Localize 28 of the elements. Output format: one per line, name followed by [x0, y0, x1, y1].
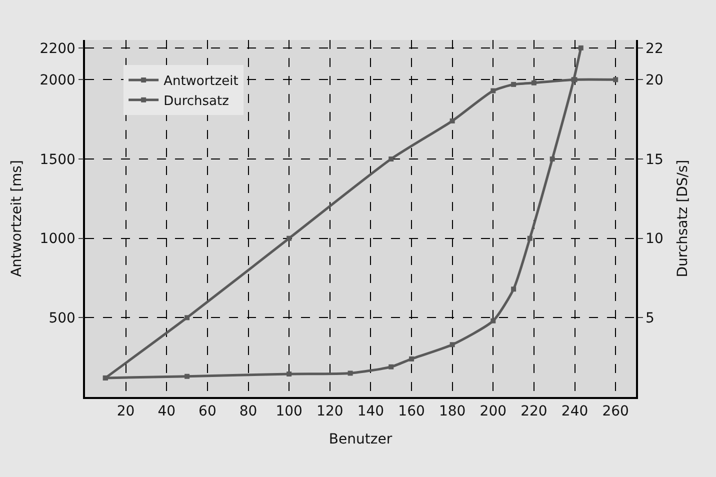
legend-label: Antwortzeit	[164, 74, 238, 90]
y2-axis-title: Durchsatz [DS/s]	[675, 160, 692, 278]
y2-tick-label: 20	[646, 72, 664, 89]
y-tick-label: 500	[48, 310, 76, 327]
y-tick-label: 2000	[40, 72, 76, 89]
x-tick-label: 40	[158, 404, 176, 420]
x-tick-label: 100	[276, 404, 302, 420]
x-tick-label: 240	[561, 404, 588, 420]
x-tick-label: 260	[602, 404, 629, 420]
x-tick-label: 180	[438, 404, 466, 420]
y-tick-label: 1500	[40, 152, 76, 168]
y2-tick-label: 10	[646, 231, 664, 248]
x-tick-label: 60	[198, 404, 216, 420]
x-axis-title: Benutzer	[328, 431, 392, 448]
y-axis-title: Antwortzeit [ms]	[8, 160, 25, 277]
legend-label: Durchsatz	[164, 94, 230, 109]
y-tick-label: 2200	[40, 40, 76, 57]
y2-tick-label: 22	[646, 40, 664, 57]
x-tick-label: 80	[239, 404, 258, 420]
y2-tick-label: 5	[646, 310, 654, 327]
x-tick-label: 160	[398, 404, 425, 420]
x-tick-label: 200	[480, 404, 507, 420]
x-tick-label: 20	[116, 404, 135, 420]
y2-tick-label: 15	[646, 152, 664, 168]
x-tick-label: 140	[357, 404, 384, 420]
y-tick-label: 1000	[40, 231, 76, 248]
x-tick-label: 120	[316, 404, 344, 420]
x-tick-label: 220	[520, 404, 548, 420]
